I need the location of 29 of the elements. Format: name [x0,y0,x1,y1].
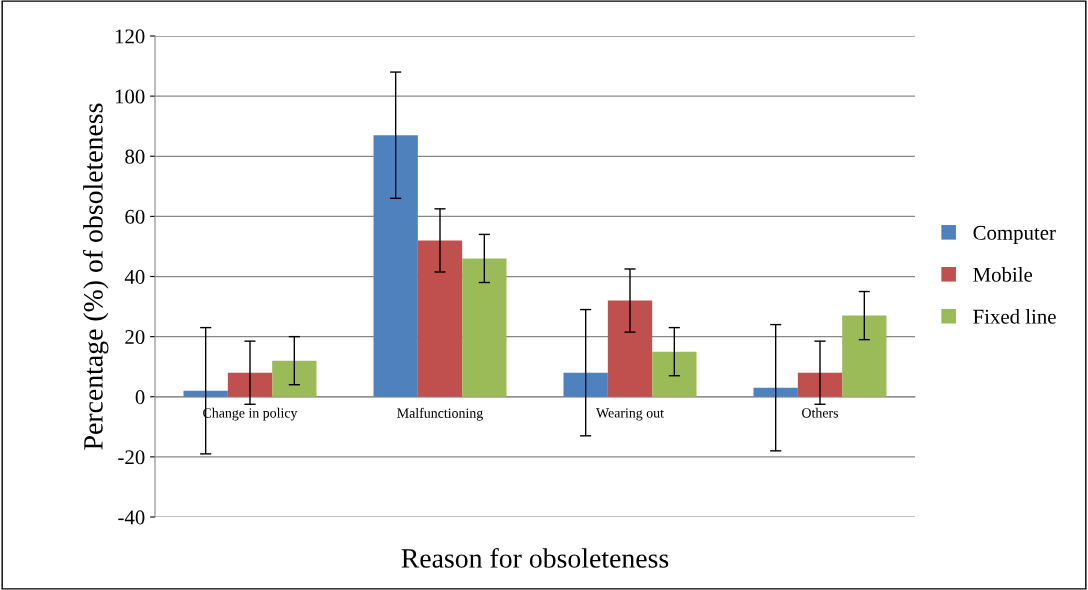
y-tick-label: -40 [118,510,145,525]
y-axis-title: Percentage (%) of obsoleteness [82,103,109,450]
y-tick-label: 40 [124,269,145,284]
y-tick-label: -20 [118,450,145,465]
bar [373,135,418,397]
legend-label: Computer [973,225,1056,245]
y-tick-label: 60 [125,209,145,224]
y-tick-label: 20 [125,330,145,345]
bar [417,240,463,397]
legend-label: Mobile [973,267,1033,282]
legend-label: Fixed line [973,309,1056,324]
bar [842,315,887,397]
y-tick-label: 80 [125,149,145,164]
bar [272,360,317,397]
bar [753,387,798,397]
y-tick-label: 120 [115,29,145,44]
bar [183,390,228,397]
y-tick-label: 100 [115,89,145,104]
bar [563,372,608,397]
x-axis-title: Reason for obsoleteness [401,547,669,568]
bar [607,300,653,397]
bar [652,351,697,397]
y-tick-label: 0 [135,390,145,405]
bar [797,372,843,397]
x-tick-label: Wearing out [596,408,664,421]
bar [227,372,273,397]
x-tick-label: Others [802,407,839,418]
bar [462,258,507,397]
x-tick-label: Malfunctioning [397,407,483,421]
